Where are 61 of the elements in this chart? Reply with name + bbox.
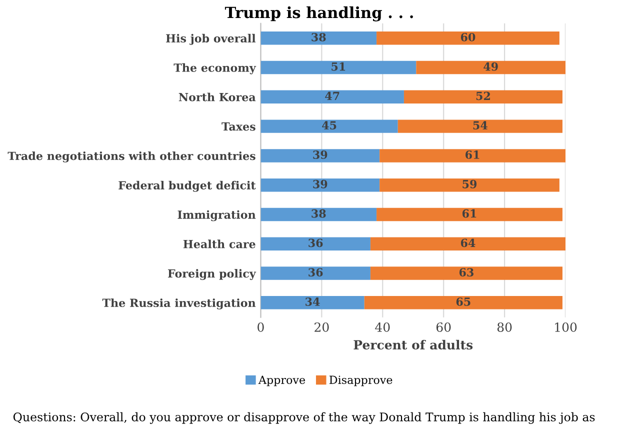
data-label: 65 <box>456 297 470 306</box>
bar <box>376 208 562 222</box>
bar <box>260 149 380 162</box>
bar <box>260 60 416 74</box>
data-label: 47 <box>325 92 340 100</box>
bar <box>416 60 566 74</box>
data-label: 59 <box>462 180 477 188</box>
data-label: 61 <box>462 209 476 218</box>
data-label: 34 <box>306 297 320 306</box>
bar <box>398 120 562 133</box>
bar <box>370 266 562 280</box>
bar <box>260 296 364 310</box>
y-tick-label: His job overall <box>166 34 256 45</box>
legend-label: Approve <box>258 376 306 386</box>
bar <box>260 32 377 45</box>
data-label: 45 <box>322 121 336 130</box>
x-axis-title: Percent of adults <box>354 340 473 350</box>
data-label: 64 <box>460 238 476 248</box>
bar <box>260 178 380 192</box>
data-label: 49 <box>484 62 498 71</box>
x-tick-label: 100 <box>555 322 577 332</box>
chart-title: Trump is handling . . . <box>224 6 413 22</box>
x-tick-label: 60 <box>436 322 451 332</box>
y-tick-label: The Russia investigation <box>102 298 256 310</box>
x-tick-label: 40 <box>375 322 390 332</box>
bar <box>380 178 560 192</box>
bar <box>260 208 377 222</box>
bar <box>376 32 560 45</box>
data-label: 61 <box>466 150 480 159</box>
y-tick-label: Taxes <box>222 122 256 131</box>
data-label: 38 <box>312 32 326 42</box>
bar <box>260 90 404 104</box>
y-tick-label: The economy <box>174 63 256 74</box>
bar <box>380 149 566 162</box>
x-tick-label: 80 <box>497 322 512 332</box>
data-label: 39 <box>313 180 328 188</box>
bar <box>364 296 562 310</box>
y-tick-label: Health care <box>183 240 256 248</box>
text: Questions: Overall, do you approve or disapprove of the way Donald Trump is handling his job as <box>13 412 595 424</box>
data-label: 52 <box>476 92 490 100</box>
data-label: 36 <box>308 238 323 248</box>
bar <box>260 120 398 133</box>
bar <box>260 266 370 280</box>
bar <box>404 90 562 104</box>
x-tick-label: 0 <box>258 322 264 332</box>
y-tick-label: Trade negotiations with other countries <box>8 151 256 162</box>
data-label: 38 <box>312 209 326 218</box>
bar <box>260 237 370 250</box>
y-tick-label: Foreign policy <box>168 269 256 280</box>
data-label: 63 <box>459 268 474 277</box>
legend-label: Disapprove <box>330 376 392 386</box>
y-tick-label: Federal budget deficit <box>118 180 256 192</box>
y-tick-label: North Korea <box>178 92 256 102</box>
bar <box>370 237 566 250</box>
y-tick-label: Immigration <box>178 210 256 222</box>
x-tick-label: 20 <box>314 322 329 332</box>
data-label: 39 <box>313 150 328 159</box>
data-label: 54 <box>473 121 488 130</box>
data-label: 60 <box>460 32 476 42</box>
data-label: 36 <box>308 268 323 277</box>
data-label: 51 <box>332 62 346 71</box>
